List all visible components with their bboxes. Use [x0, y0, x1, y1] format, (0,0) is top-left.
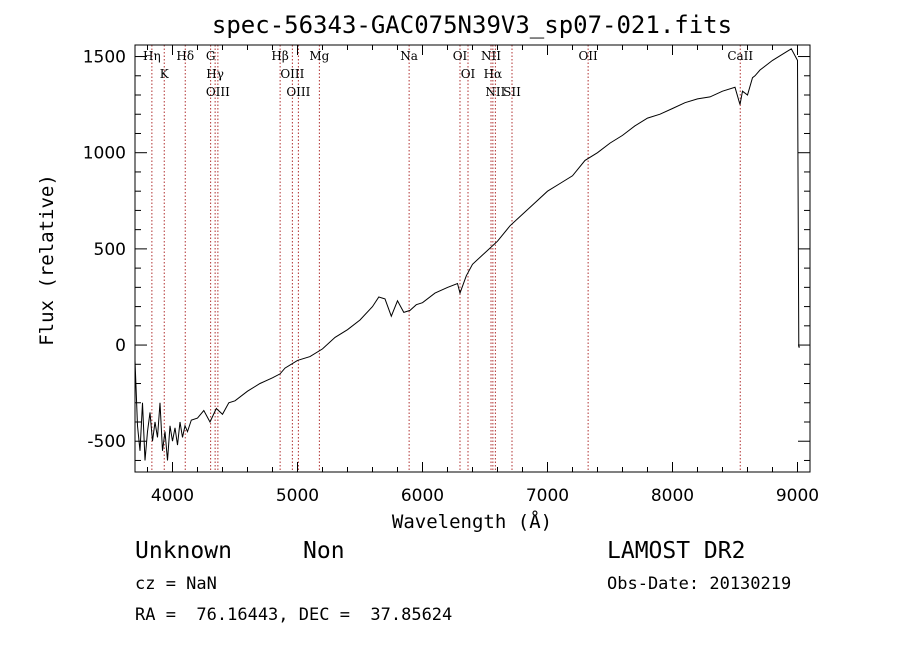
spectral-line-label: SII [503, 85, 521, 99]
spectral-line-label: Hβ [271, 49, 288, 63]
spectral-line-label: Hα [484, 67, 503, 81]
x-tick-label: 8000 [651, 486, 694, 506]
spectral-line-label: NII [485, 85, 505, 99]
y-tick-label: -500 [87, 432, 126, 452]
y-tick-label: 500 [94, 240, 126, 260]
spectral-line-label: K [160, 67, 170, 81]
spectral-line-label: Hγ [206, 67, 224, 81]
x-axis-label: Wavelength (Å) [392, 510, 552, 533]
y-axis-label: Flux (relative) [36, 174, 58, 346]
spectral-line-label: OIII [280, 67, 304, 81]
spectral-line-label: NII [481, 49, 501, 63]
chart-title: spec-56343-GAC075N39V3_sp07-021.fits [212, 11, 732, 39]
y-tick-label: 0 [115, 336, 126, 356]
spectrum-series-line [134, 48, 800, 461]
spectral-line-label: OII [578, 49, 598, 63]
object-subclass: Non [303, 538, 345, 564]
x-tick-label: 9000 [776, 486, 819, 506]
spectral-line-label: G [206, 49, 216, 63]
spectral-line-label: CaII [727, 49, 753, 63]
plot-frame [134, 44, 811, 473]
coordinates-readout: RA = 76.16443, DEC = 37.85624 [135, 605, 452, 625]
spectral-line-markers [151, 45, 741, 472]
spectral-line-label: Hδ [176, 49, 194, 63]
x-tick-label: 6000 [401, 486, 444, 506]
axis-ticks: 4000 5000 6000 7000 8000 9000 -500 0 500 1000 1500 [83, 45, 819, 506]
y-tick-label: 1500 [83, 48, 126, 68]
spectral-line-label: OIII [286, 85, 310, 99]
spectral-line-label: Hη [143, 49, 161, 63]
redshift-readout: cz = NaN [135, 574, 217, 594]
spectral-line-label: OI [453, 49, 468, 63]
y-tick-label: 1000 [83, 144, 126, 164]
x-tick-label: 5000 [276, 486, 319, 506]
spectral-line-label: OI [461, 67, 476, 81]
spectral-line-label: OIII [206, 85, 230, 99]
survey-name: LAMOST DR2 [607, 538, 745, 564]
x-tick-label: 4000 [151, 486, 194, 506]
observation-date: Obs-Date: 20130219 [607, 574, 791, 594]
x-tick-label: 7000 [526, 486, 569, 506]
object-class: Unknown [135, 538, 232, 564]
spectral-line-label: Mg [309, 49, 329, 63]
spectral-line-label: Na [400, 49, 418, 63]
